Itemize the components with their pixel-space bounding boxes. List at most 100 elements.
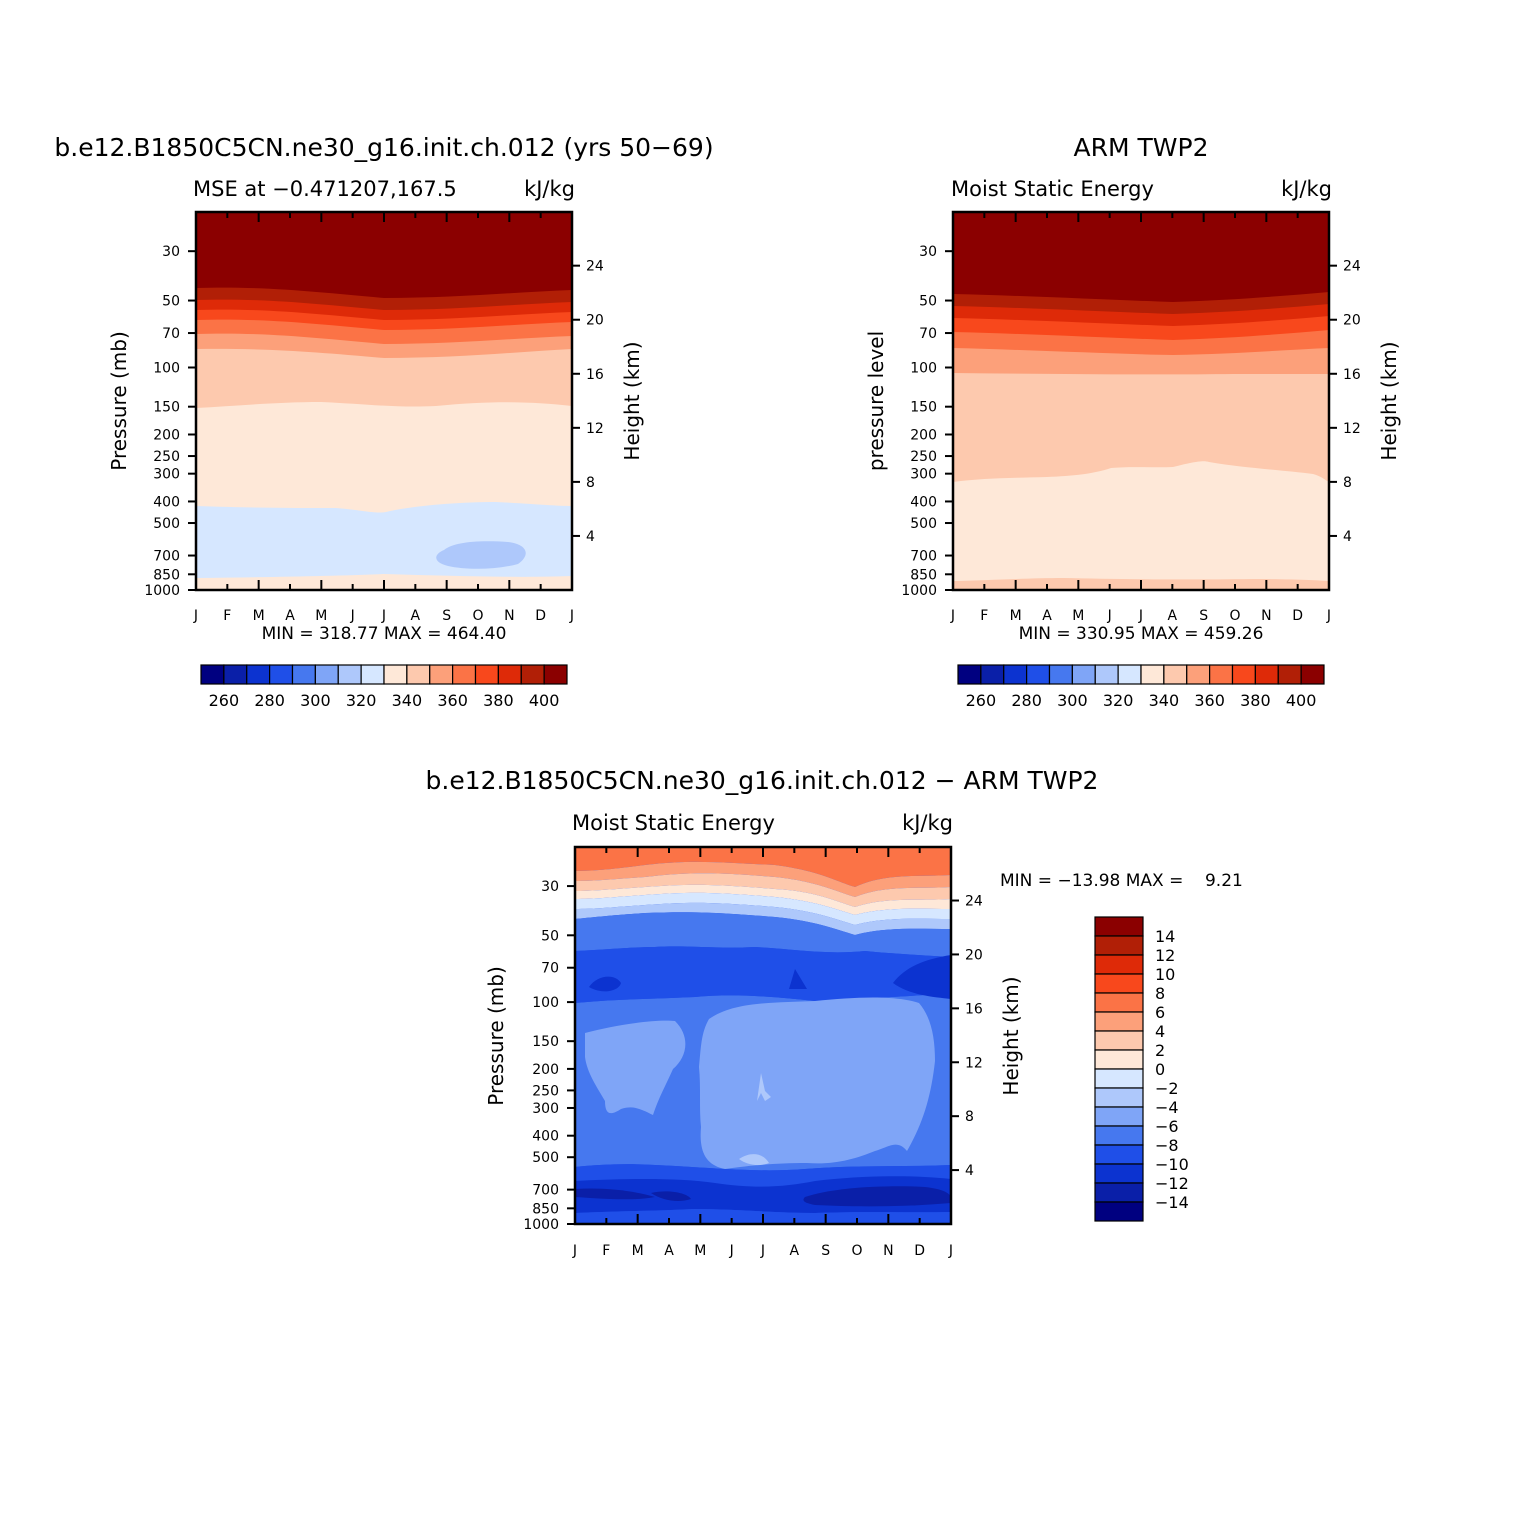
colorbar-label: 0: [1155, 1060, 1165, 1079]
y-tick-label: 300: [910, 467, 937, 483]
y-right-tick-label: 8: [1343, 475, 1352, 491]
colorbar-box: [1300, 664, 1325, 685]
y-right-tick-label: 16: [1343, 367, 1361, 383]
x-tick-label: D: [535, 608, 546, 624]
colorbar-label: 8: [1155, 984, 1165, 1003]
panel1-title: b.e12.B1850C5CN.ne30_g16.init.ch.012 (yr…: [54, 133, 713, 162]
panel3-fill-m12-c: [893, 955, 951, 999]
colorbar-box: [223, 664, 248, 685]
x-tick-label: N: [504, 608, 514, 624]
colorbar-box: [520, 664, 545, 685]
y-tick-label: 70: [919, 326, 937, 342]
panel2-ylabel: pressure level: [864, 331, 888, 471]
x-tick-label: J: [729, 1243, 734, 1259]
y-tick-label: 850: [910, 567, 937, 583]
colorbar-box: [269, 664, 294, 685]
colorbar-label: 400: [529, 691, 560, 710]
y-tick-label: 700: [910, 549, 937, 565]
y-tick-label: 1000: [523, 1217, 559, 1233]
colorbar-label: 14: [1155, 927, 1175, 946]
y-tick-label: 50: [541, 928, 559, 944]
panel3-axes: J F M A M J J A S O N D J 30 50 70 100 150 200 250 300 400 500…: [523, 847, 983, 1259]
panel3-fill-m12-b: [789, 969, 807, 989]
panel1-ylabel-right: Height (km): [620, 341, 644, 460]
x-tick-label: A: [1168, 608, 1178, 624]
y-tick-label: 850: [153, 567, 180, 583]
y-right-tick-label: 4: [1343, 529, 1352, 545]
y-right-tick-label: 16: [586, 367, 604, 383]
panel2-title: ARM TWP2: [1074, 133, 1209, 162]
x-tick-label: A: [790, 1243, 800, 1259]
y-tick-label: 150: [153, 400, 180, 416]
y-tick-label: 850: [532, 1201, 559, 1217]
y-tick-label: 200: [910, 427, 937, 443]
colorbar-box: [1094, 1125, 1144, 1146]
x-tick-label: M: [315, 608, 327, 624]
x-tick-label: F: [602, 1243, 610, 1259]
y-tick-label: 400: [153, 494, 180, 510]
x-tick-label: M: [253, 608, 265, 624]
colorbar-box: [980, 664, 1005, 685]
colorbar-label: −6: [1155, 1117, 1179, 1136]
y-right-tick-label: 24: [1343, 259, 1361, 275]
colorbar-box: [1094, 1068, 1144, 1089]
colorbar-label: −8: [1155, 1136, 1179, 1155]
panel2-plot: [953, 212, 1329, 590]
panel3-fill-m14-a: [575, 1188, 655, 1200]
x-tick-label: J: [1138, 608, 1143, 624]
colorbar-label: 260: [209, 691, 240, 710]
y-tick-label: 700: [153, 549, 180, 565]
colorbar-label: −14: [1155, 1193, 1189, 1212]
colorbar-box: [1163, 664, 1188, 685]
x-tick-label: S: [1199, 608, 1208, 624]
panel2-ylabel-right: Height (km): [1377, 341, 1401, 460]
x-tick-label: O: [851, 1243, 862, 1259]
colorbar-box: [246, 664, 271, 685]
panel3-fill-4: [575, 861, 951, 897]
y-tick-label: 250: [153, 449, 180, 465]
panel3-fill-m2-spike: [757, 1073, 771, 1101]
y-right-tick-label: 16: [965, 1001, 983, 1017]
panel3-plot: [575, 847, 951, 1224]
x-tick-label: D: [914, 1243, 925, 1259]
y-tick-label: 300: [532, 1101, 559, 1117]
colorbar-box: [314, 664, 339, 685]
x-tick-label: M: [1010, 608, 1022, 624]
y-tick-label: 50: [919, 294, 937, 310]
panel3-title: b.e12.B1850C5CN.ne30_g16.init.ch.012 − A…: [426, 766, 1099, 795]
colorbar-box: [1094, 973, 1144, 994]
x-tick-label: J: [1107, 608, 1112, 624]
panel-diff: b.e12.B1850C5CN.ne30_g16.init.ch.012 − A…: [426, 766, 1243, 1259]
y-tick-label: 150: [532, 1034, 559, 1050]
panel3-ylabel-right: Height (km): [999, 976, 1023, 1095]
colorbar-box: [360, 664, 385, 685]
colorbar-label: 6: [1155, 1003, 1165, 1022]
panel3-fill-m2: [575, 892, 951, 925]
y-tick-label: 1000: [901, 583, 937, 599]
y-tick-label: 70: [162, 326, 180, 342]
y-tick-label: 70: [541, 961, 559, 977]
colorbar-box: [1254, 664, 1279, 685]
colorbar-box: [957, 664, 982, 685]
panel2-axes: J F M A M J J A S O N D J 30 50 70 100 150 200 250 300 400 500…: [901, 212, 1361, 624]
colorbar-box: [452, 664, 477, 685]
x-tick-label: J: [569, 608, 574, 624]
panel3-fill-m14-b: [651, 1191, 691, 1201]
y-tick-label: 30: [162, 244, 180, 260]
panel2-min-max: MIN = 330.95 MAX = 459.26: [1019, 624, 1264, 644]
colorbar-label: 12: [1155, 946, 1175, 965]
y-right-tick-label: 24: [586, 259, 604, 275]
y-right-tick-label: 12: [965, 1055, 983, 1071]
panel1-plot: [196, 212, 572, 590]
colorbar-label: 360: [437, 691, 468, 710]
colorbar-box: [1094, 1049, 1144, 1070]
x-tick-label: M: [1072, 608, 1084, 624]
panel1-fill-310: [436, 541, 526, 569]
colorbar-box: [1094, 1011, 1144, 1032]
y-tick-label: 1000: [144, 583, 180, 599]
colorbar-box: [291, 664, 316, 685]
x-tick-label: J: [381, 608, 386, 624]
colorbar-box: [1094, 1163, 1144, 1184]
panel3-units: kJ/kg: [902, 811, 953, 835]
